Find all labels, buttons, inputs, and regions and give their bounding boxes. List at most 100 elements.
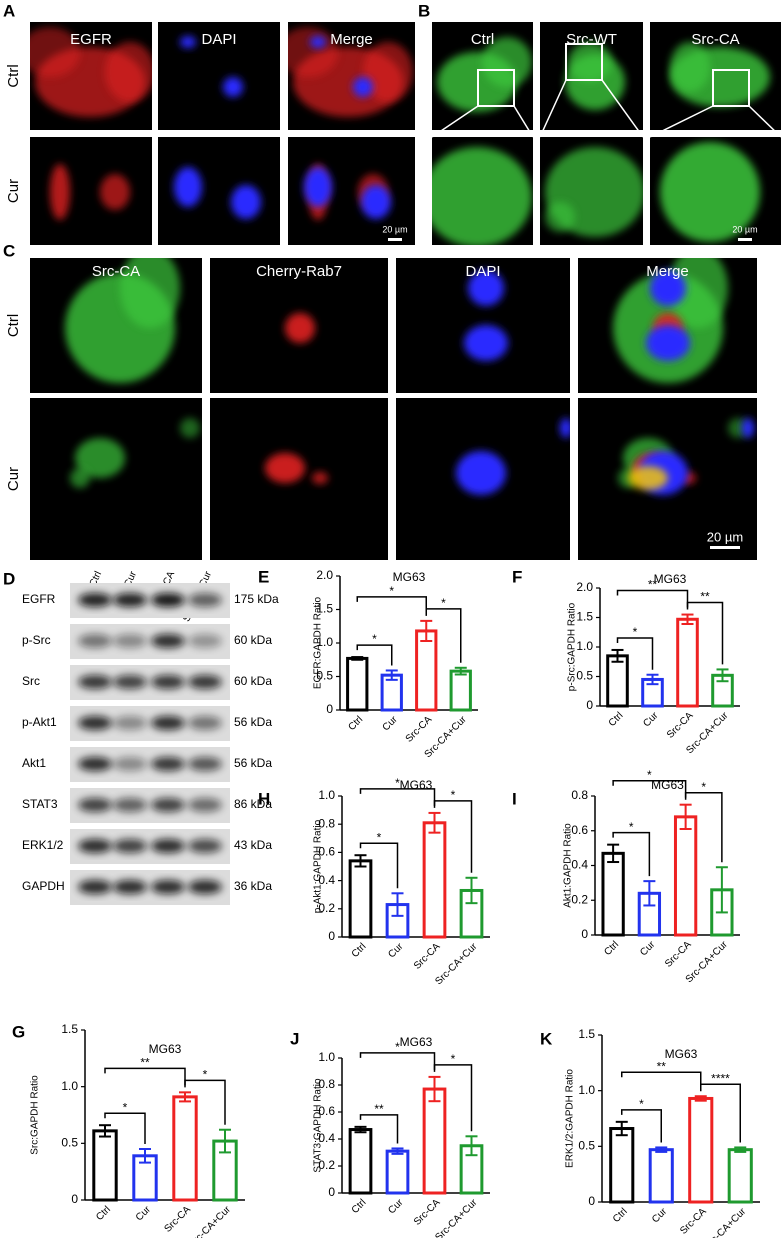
label: Ctrl xyxy=(5,314,22,337)
cells xyxy=(545,147,643,237)
bar xyxy=(609,1127,635,1204)
label: G xyxy=(12,1022,25,1041)
label: I xyxy=(512,789,517,808)
significance-bracket xyxy=(621,1071,702,1092)
y-tick-label: 1.0 xyxy=(318,788,335,802)
label: Cur xyxy=(5,467,22,491)
bar xyxy=(676,617,699,708)
label: Merge xyxy=(646,263,689,280)
cells xyxy=(432,147,532,245)
cell xyxy=(353,77,373,97)
significance-bracket xyxy=(612,831,651,877)
zoom-line xyxy=(539,79,567,138)
significance-bracket xyxy=(359,842,399,889)
label: 36 kDa xyxy=(234,879,272,893)
label: 20 µm xyxy=(382,224,407,234)
micrograph xyxy=(158,137,280,245)
error-bar xyxy=(99,1124,111,1138)
error-bar xyxy=(354,1125,367,1134)
significance-bracket xyxy=(356,596,427,616)
error-bar xyxy=(465,1135,478,1157)
label: Src-CA xyxy=(691,31,739,48)
cells xyxy=(70,418,200,488)
cell xyxy=(660,142,760,242)
micrograph xyxy=(158,22,280,130)
label: J xyxy=(290,1029,299,1048)
error-bar xyxy=(385,669,398,681)
blot-band xyxy=(78,880,112,894)
micrograph xyxy=(30,258,202,393)
cell xyxy=(668,258,728,328)
y-tick-label: 1.5 xyxy=(316,602,333,616)
significance-label: ** xyxy=(140,1056,150,1070)
cell xyxy=(670,42,710,92)
y-tick-label: 0 xyxy=(71,1192,78,1206)
significance-bracket xyxy=(359,788,436,808)
bar xyxy=(415,629,438,712)
label: Ctrl xyxy=(5,64,22,87)
significance-label: * xyxy=(639,1097,644,1111)
label: DAPI xyxy=(201,31,236,48)
blot-band xyxy=(188,798,222,812)
zoom-box xyxy=(565,43,603,81)
label: Src-CA xyxy=(92,263,140,280)
bar xyxy=(346,656,369,712)
y-tick-label: 0.5 xyxy=(61,1136,78,1150)
micrograph xyxy=(650,137,781,245)
cell xyxy=(742,418,754,438)
significance-bracket xyxy=(104,1112,146,1144)
blot-band xyxy=(113,757,147,771)
cell xyxy=(50,164,70,220)
y-tick-label: 0.4 xyxy=(318,1131,335,1145)
error-bar xyxy=(428,1075,441,1103)
significance-label: * xyxy=(377,830,382,844)
image-background xyxy=(30,137,152,245)
scale-bar xyxy=(388,238,402,241)
blot-band xyxy=(188,880,222,894)
cell xyxy=(180,418,200,438)
significance-bracket xyxy=(616,637,654,670)
bar xyxy=(172,1095,198,1202)
cell xyxy=(560,418,570,438)
label: EGFR xyxy=(70,31,112,48)
cell xyxy=(482,37,532,87)
bar xyxy=(601,851,625,937)
cell xyxy=(312,472,328,484)
bar xyxy=(648,1148,674,1204)
label: 175 kDa xyxy=(234,592,279,606)
error-bar xyxy=(179,1091,191,1103)
significance-label: * xyxy=(441,596,446,610)
blot-band xyxy=(151,880,185,894)
cell xyxy=(285,313,315,343)
y-tick-label: 1.0 xyxy=(316,635,333,649)
label: K xyxy=(540,1029,553,1048)
zoom-line xyxy=(601,79,644,138)
label: Cherry-Rab7 xyxy=(256,263,342,280)
label: MG63 xyxy=(654,572,687,586)
y-tick-label: 0.8 xyxy=(318,1077,335,1091)
label: p-Akt1:GAPDH Ratio xyxy=(313,819,324,913)
significance-bracket xyxy=(612,779,687,800)
cell xyxy=(231,185,261,219)
error-bar xyxy=(465,876,478,905)
cells xyxy=(456,418,570,495)
blot-band xyxy=(188,634,222,648)
blot-band xyxy=(78,634,112,648)
label: STAT3 xyxy=(22,797,58,811)
cell xyxy=(650,270,686,306)
label: MG63 xyxy=(149,1042,182,1056)
y-tick-label: 0 xyxy=(588,1194,595,1208)
cells xyxy=(288,27,413,117)
y-tick-label: 0 xyxy=(581,927,588,941)
blot-band xyxy=(78,839,112,853)
significance-bracket xyxy=(356,644,393,666)
micrograph xyxy=(288,137,415,245)
cells xyxy=(65,258,180,383)
y-tick-label: 0.8 xyxy=(571,788,588,802)
label: Ctrl xyxy=(471,31,494,48)
significance-label: **** xyxy=(711,1071,730,1085)
error-bar xyxy=(694,1095,707,1102)
bar xyxy=(92,1129,118,1202)
micrograph xyxy=(210,258,388,393)
micrograph xyxy=(396,398,570,560)
